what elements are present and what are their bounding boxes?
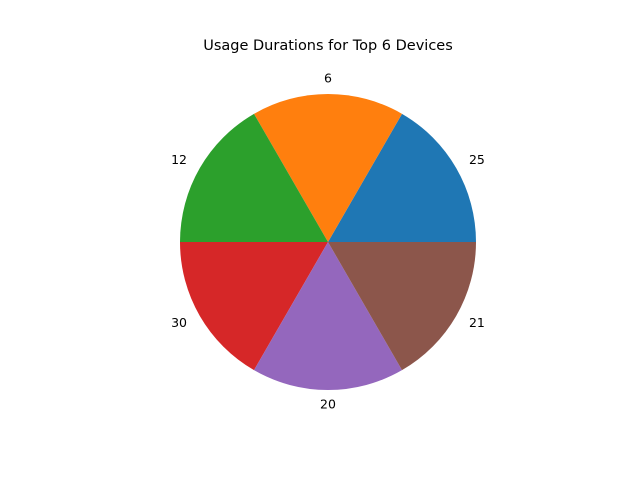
pie-slice-label-20: 20: [320, 396, 336, 411]
pie-slice-label-25: 25: [469, 152, 485, 167]
chart-title: Usage Durations for Top 6 Devices: [203, 38, 453, 54]
pie-slices: [180, 94, 476, 390]
pie-slice-label-21: 21: [469, 315, 485, 330]
pie-slice-12: [180, 113, 328, 242]
pie-slice-6: [254, 94, 402, 242]
pie-slice-30: [180, 242, 328, 371]
pie-slice-25: [328, 113, 476, 242]
pie-slice-21: [328, 242, 476, 371]
pie-slice-20: [254, 242, 402, 390]
pie-slice-label-30: 30: [171, 315, 187, 330]
pie-slice-label-12: 12: [171, 152, 187, 167]
pie-slice-label-6: 6: [324, 71, 332, 86]
pie-labels: 25 6 12 30 20 21: [171, 71, 485, 412]
